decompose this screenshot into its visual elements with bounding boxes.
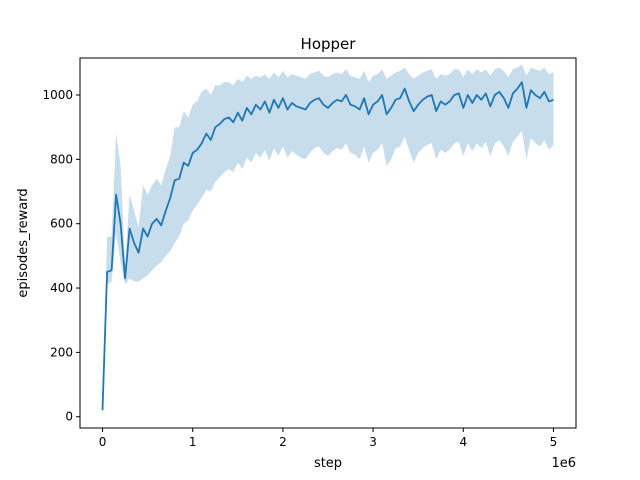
y-axis-label: episodes_reward: [16, 188, 31, 297]
y-tick-label: 800: [50, 152, 73, 166]
y-tick-label: 1000: [42, 88, 73, 102]
x-tick-label: 1: [189, 435, 197, 449]
x-tick-label: 5: [550, 435, 558, 449]
y-axis-ticks: 0 200 400 600 800 1000: [42, 88, 80, 424]
x-tick-label: 2: [279, 435, 287, 449]
y-tick-label: 0: [65, 410, 73, 424]
x-tick-label: 4: [459, 435, 467, 449]
axes-frame: [79, 57, 577, 429]
y-tick-label: 600: [50, 217, 73, 231]
y-tick-label: 400: [50, 281, 73, 295]
plot-area: [101, 64, 554, 412]
x-axis-ticks: 0 1 2 3 4 5: [99, 428, 558, 449]
confidence-band: [102, 64, 554, 412]
chart-title: Hopper: [301, 35, 357, 53]
x-axis-offset-label: 1e6: [551, 456, 576, 471]
x-tick-label: 3: [369, 435, 377, 449]
mean-reward-line: [101, 81, 554, 411]
x-tick-label: 0: [99, 435, 107, 449]
y-tick-label: 200: [50, 345, 73, 359]
x-axis-label: step: [314, 456, 342, 471]
